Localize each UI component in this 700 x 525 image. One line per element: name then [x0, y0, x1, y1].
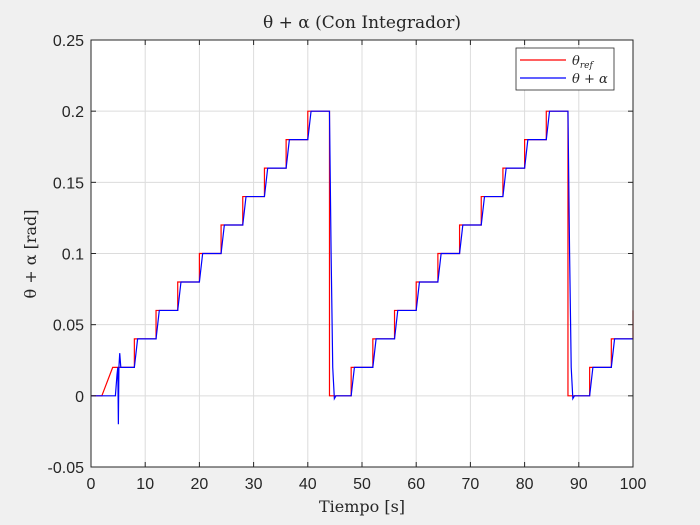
data-lines	[91, 110, 634, 425]
y-axis-label: θ + α [rad]	[21, 209, 40, 298]
legend-box	[515, 47, 615, 91]
y-tick-label: 0.15	[53, 175, 84, 192]
ticks	[90, 39, 634, 468]
chart-title: θ + α (Con Integrador)	[263, 13, 461, 33]
y-tick-label: 0.05	[53, 318, 84, 335]
y-tick-label: 0.25	[53, 33, 84, 50]
x-axis-label: Tiempo [s]	[319, 497, 405, 516]
x-tick-label: 0	[87, 476, 96, 493]
x-tick-label: 10	[136, 476, 154, 493]
y-tick-label: 0.1	[62, 247, 84, 264]
x-tick-label: 60	[407, 476, 425, 493]
x-tick-label: 40	[299, 476, 317, 493]
x-tick-label: 30	[245, 476, 263, 493]
legend: θref θ + α	[515, 47, 615, 91]
x-tick-label: 70	[462, 476, 480, 493]
x-tick-label: 90	[570, 476, 588, 493]
y-tick-label: 0	[75, 389, 84, 406]
y-tick-label: -0.05	[48, 460, 85, 477]
legend-label-theta-plus-alpha: θ + α	[572, 72, 608, 87]
y-tick-label: 0.2	[62, 104, 84, 121]
x-tick-label: 80	[516, 476, 534, 493]
series-line-theta-plus-alpha	[91, 110, 633, 425]
tick-labels: 0 10 20 30 40 50 60 70 80 90 100-0.0500.050.10.150…	[48, 33, 647, 493]
x-tick-label: 100	[620, 476, 647, 493]
x-tick-label: 50	[353, 476, 371, 493]
x-tick-label: 20	[191, 476, 209, 493]
